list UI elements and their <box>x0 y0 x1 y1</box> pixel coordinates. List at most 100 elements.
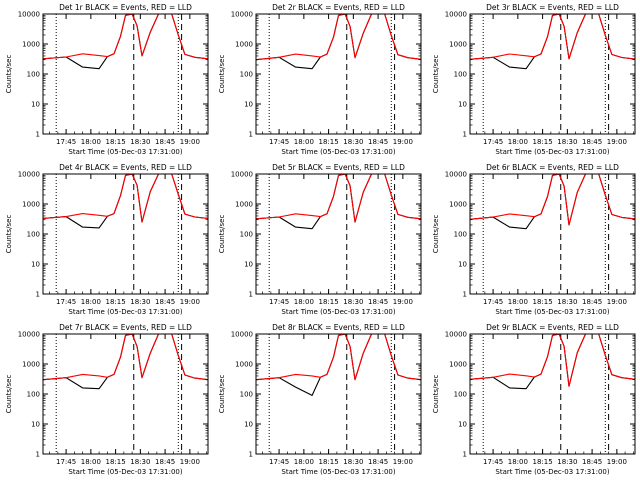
y-tick-label: 100 <box>27 391 40 399</box>
plot-frame <box>42 333 209 455</box>
x-tick-label: 18:15 <box>106 458 126 466</box>
events-series-line <box>469 333 636 390</box>
x-tick-label: 18:45 <box>582 298 602 306</box>
x-tick-label: 18:00 <box>81 138 101 146</box>
lld-series-line <box>255 333 422 381</box>
y-tick-label: 10 <box>458 101 467 109</box>
y-tick-label: 100 <box>454 231 467 239</box>
x-axis-title: Start Time (05-Dec-03 17:31:00) <box>68 308 182 316</box>
x-tick-label: 19:00 <box>180 458 200 466</box>
y-tick-label: 1 <box>36 291 40 299</box>
x-tick-label: 18:00 <box>508 138 528 146</box>
detector-panel-3: Det 3r BLACK = Events, RED = LLD 1 10 100 10… <box>432 3 636 156</box>
y-tick-label: 1 <box>249 451 253 459</box>
x-axis-title: Start Time (05-Dec-03 17:31:00) <box>68 468 182 476</box>
y-tick-label: 1 <box>249 291 253 299</box>
x-tick-label: 18:30 <box>343 298 363 306</box>
x-tick-label: 18:30 <box>130 458 150 466</box>
x-tick-label: 17:45 <box>483 298 503 306</box>
y-tick-label: 10 <box>244 261 253 269</box>
events-series-line <box>42 333 209 390</box>
events-series-line <box>255 13 422 70</box>
y-tick-label: 10 <box>31 261 40 269</box>
y-axis-title: Counts/sec <box>5 375 13 414</box>
x-tick-label: 18:00 <box>81 458 101 466</box>
events-series-line <box>255 333 422 396</box>
x-tick-label: 17:45 <box>483 138 503 146</box>
x-tick-label: 18:15 <box>319 298 339 306</box>
x-axis-title: Start Time (05-Dec-03 17:31:00) <box>281 148 395 156</box>
y-axis-title: Counts/sec <box>432 55 440 94</box>
y-tick-label: 10000 <box>18 171 40 179</box>
x-tick-label: 18:30 <box>343 458 363 466</box>
panel-title: Det 3r BLACK = Events, RED = LLD <box>486 3 619 12</box>
y-axis-title: Counts/sec <box>432 215 440 254</box>
y-axis-title: Counts/sec <box>218 55 226 94</box>
lld-series-line <box>255 13 422 61</box>
x-tick-label: 19:00 <box>180 298 200 306</box>
panel-title: Det 9r BLACK = Events, RED = LLD <box>486 323 619 332</box>
x-axis-title: Start Time (05-Dec-03 17:31:00) <box>495 468 609 476</box>
lld-series-line <box>469 173 636 226</box>
y-axis-title: Counts/sec <box>432 375 440 414</box>
detector-panel-6: Det 6r BLACK = Events, RED = LLD 1 10 100 10… <box>432 163 636 316</box>
events-series-line <box>469 173 636 230</box>
plot-frame <box>469 333 636 455</box>
x-tick-label: 18:45 <box>368 298 388 306</box>
events-series-line <box>42 173 209 229</box>
x-tick-label: 19:00 <box>180 138 200 146</box>
y-tick-label: 10 <box>458 421 467 429</box>
x-tick-label: 19:00 <box>393 138 413 146</box>
y-tick-label: 1000 <box>235 201 253 209</box>
x-tick-label: 17:45 <box>269 458 289 466</box>
plot-frame <box>469 13 636 135</box>
y-tick-label: 1 <box>36 451 40 459</box>
detector-panel-4: Det 4r BLACK = Events, RED = LLD 1 10 100 10… <box>5 163 209 316</box>
x-tick-label: 17:45 <box>483 458 503 466</box>
panel-title: Det 5r BLACK = Events, RED = LLD <box>272 163 405 172</box>
x-tick-label: 18:30 <box>130 298 150 306</box>
x-axis-title: Start Time (05-Dec-03 17:31:00) <box>495 308 609 316</box>
panel-title: Det 8r BLACK = Events, RED = LLD <box>272 323 405 332</box>
y-tick-label: 10000 <box>18 331 40 339</box>
plot-frame <box>42 13 209 135</box>
y-tick-label: 10000 <box>445 11 467 19</box>
x-tick-label: 17:45 <box>56 458 76 466</box>
detector-panel-5: Det 5r BLACK = Events, RED = LLD 1 10 100 10… <box>218 163 422 316</box>
x-tick-label: 18:45 <box>155 138 175 146</box>
x-tick-label: 18:45 <box>582 138 602 146</box>
x-tick-label: 17:45 <box>269 138 289 146</box>
lld-series-line <box>42 173 209 223</box>
x-tick-label: 18:00 <box>81 298 101 306</box>
y-tick-label: 100 <box>240 231 253 239</box>
panel-title: Det 2r BLACK = Events, RED = LLD <box>272 3 405 12</box>
x-tick-label: 18:00 <box>508 458 528 466</box>
x-tick-label: 18:15 <box>106 298 126 306</box>
panel-title: Det 6r BLACK = Events, RED = LLD <box>486 163 619 172</box>
x-tick-label: 19:00 <box>393 298 413 306</box>
y-tick-label: 100 <box>27 71 40 79</box>
y-tick-label: 100 <box>240 71 253 79</box>
y-tick-label: 1000 <box>449 41 467 49</box>
y-tick-label: 1 <box>463 291 467 299</box>
y-tick-label: 10000 <box>445 171 467 179</box>
y-tick-label: 100 <box>454 391 467 399</box>
plot-frame <box>469 173 636 295</box>
x-tick-label: 17:45 <box>56 138 76 146</box>
x-tick-label: 18:30 <box>557 138 577 146</box>
plot-frame <box>255 13 422 135</box>
x-tick-label: 18:45 <box>155 458 175 466</box>
y-tick-label: 10000 <box>445 331 467 339</box>
y-tick-label: 1000 <box>22 41 40 49</box>
y-tick-label: 1000 <box>449 361 467 369</box>
x-tick-label: 18:15 <box>319 138 339 146</box>
y-tick-label: 10 <box>244 101 253 109</box>
x-tick-label: 18:15 <box>319 458 339 466</box>
y-tick-label: 1 <box>249 131 253 139</box>
detector-panel-1: Det 1r BLACK = Events, RED = LLD 1 10 100 10… <box>5 3 209 156</box>
x-axis-title: Start Time (05-Dec-03 17:31:00) <box>281 468 395 476</box>
y-tick-label: 100 <box>240 391 253 399</box>
y-tick-label: 1000 <box>22 201 40 209</box>
events-series-line <box>469 13 636 70</box>
